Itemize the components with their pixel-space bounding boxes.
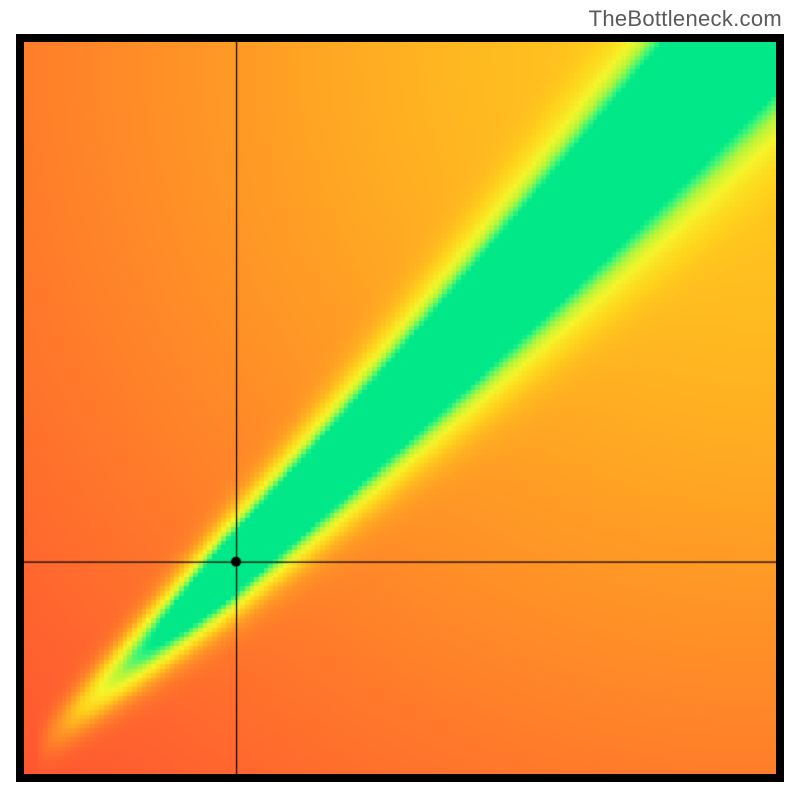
bottleneck-heatmap-frame bbox=[16, 34, 784, 782]
watermark-label: TheBottleneck.com bbox=[589, 6, 782, 32]
crosshair-overlay[interactable] bbox=[24, 42, 776, 774]
